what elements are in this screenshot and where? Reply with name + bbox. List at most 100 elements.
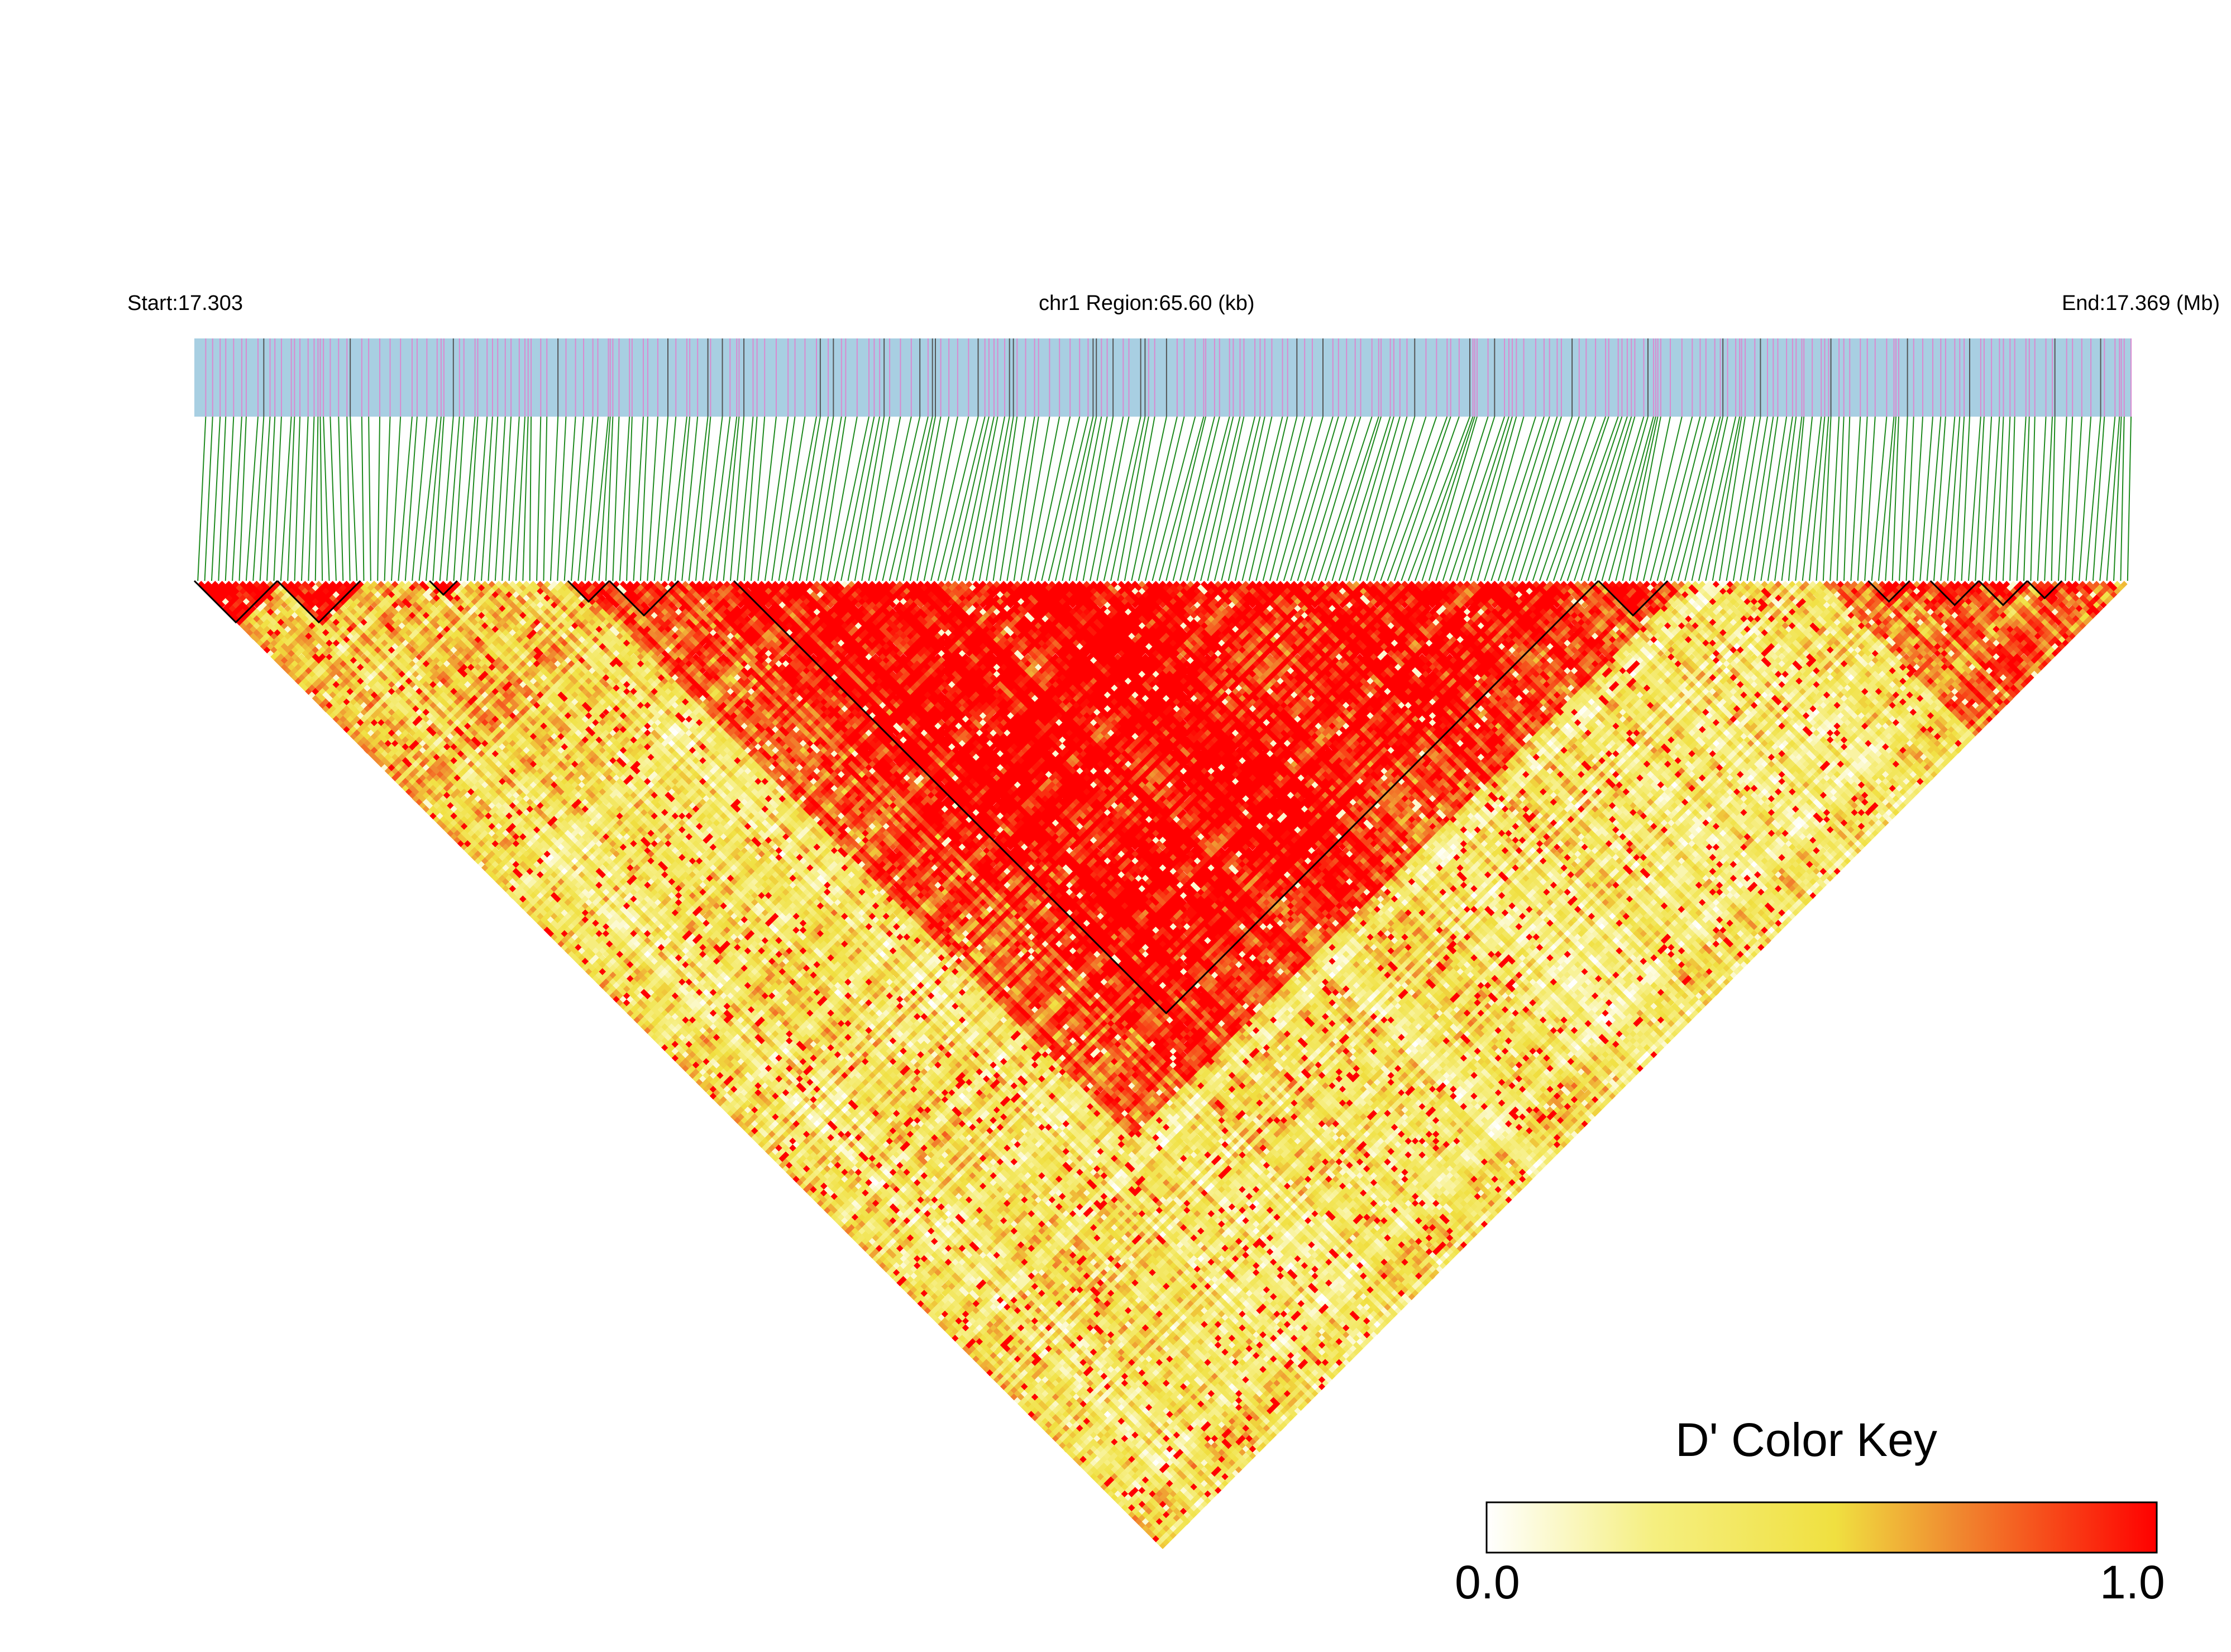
snp-connector bbox=[1767, 416, 1793, 581]
snp-connector bbox=[1103, 416, 1141, 581]
snp-connector bbox=[577, 416, 594, 581]
snp-connector bbox=[1850, 416, 1861, 581]
snp-connector bbox=[1456, 416, 1509, 581]
snp-connector bbox=[1622, 416, 1659, 581]
snp-connector bbox=[1401, 416, 1460, 581]
snp-connector bbox=[1048, 416, 1089, 581]
snp-connector bbox=[1172, 416, 1215, 581]
snp-connector bbox=[1573, 416, 1628, 581]
snp-connector bbox=[1919, 416, 1933, 581]
snp-connector bbox=[1477, 416, 1525, 581]
snp-connector bbox=[1843, 416, 1851, 581]
snp-connector bbox=[1089, 416, 1124, 581]
snp-connector bbox=[1546, 416, 1606, 581]
snp-connector bbox=[1152, 416, 1196, 581]
snp-connector bbox=[1967, 416, 1981, 581]
heatmap-cell-group bbox=[343, 584, 1931, 1501]
snp-connector bbox=[1235, 416, 1273, 581]
snp-connector bbox=[1359, 416, 1408, 581]
snp-connector bbox=[432, 416, 445, 581]
snp-connector bbox=[888, 416, 929, 581]
color-key-min-label: 0.0 bbox=[1455, 1556, 1520, 1608]
snp-connector bbox=[1753, 416, 1779, 581]
snp-connector bbox=[1836, 416, 1845, 581]
snp-connector bbox=[1248, 416, 1288, 581]
snp-connector bbox=[1539, 416, 1597, 581]
snp-connector bbox=[1082, 416, 1114, 581]
snp-connector bbox=[287, 416, 295, 581]
snp-connector bbox=[1608, 416, 1654, 581]
snp-connector bbox=[619, 416, 630, 581]
snp-connector bbox=[404, 416, 418, 581]
snp-connector bbox=[1601, 416, 1649, 581]
snp-connector bbox=[1788, 416, 1805, 581]
ld-block-outline bbox=[2027, 580, 2063, 600]
snp-connector bbox=[681, 416, 699, 581]
color-key-bar bbox=[1485, 1501, 2158, 1554]
snp-connector bbox=[238, 416, 247, 581]
snp-connector bbox=[218, 416, 227, 581]
heatmap-cells bbox=[198, 581, 2128, 1549]
snp-connector bbox=[398, 416, 413, 581]
snp-connector bbox=[861, 416, 891, 581]
snp-connector bbox=[273, 416, 282, 581]
snp-connector bbox=[1636, 416, 1671, 581]
snp-connector bbox=[806, 416, 834, 581]
snp-connector bbox=[716, 416, 738, 581]
snp-connector bbox=[986, 416, 1014, 581]
region-start-label: Start:17.303 bbox=[127, 292, 243, 315]
snp-connector bbox=[1325, 416, 1379, 581]
snp-connector bbox=[1490, 416, 1545, 581]
snp-connector bbox=[2120, 416, 2125, 581]
snp-connector bbox=[626, 416, 633, 581]
snp-connector bbox=[294, 416, 301, 581]
snp-connector bbox=[557, 416, 567, 581]
snp-connector bbox=[1760, 416, 1788, 581]
snp-connector bbox=[944, 416, 986, 581]
snp-connector bbox=[412, 416, 428, 581]
snp-connector bbox=[2092, 416, 2105, 581]
snp-connector bbox=[252, 416, 265, 581]
color-key-title: D' Color Key bbox=[1675, 1414, 1937, 1466]
snp-connector bbox=[1878, 416, 1895, 581]
snp-connector bbox=[2079, 416, 2092, 581]
snp-connector bbox=[1712, 416, 1742, 581]
snp-connector bbox=[778, 416, 806, 581]
snp-connector bbox=[1131, 416, 1167, 581]
snp-connector bbox=[1885, 416, 1897, 581]
snp-connector bbox=[1297, 416, 1348, 581]
snp-connector bbox=[1290, 416, 1339, 581]
snp-connector bbox=[446, 416, 460, 581]
snp-marker-group bbox=[205, 338, 2132, 417]
snp-connector bbox=[1221, 416, 1261, 581]
snp-connector bbox=[799, 416, 829, 581]
snp-connector bbox=[584, 416, 599, 581]
snp-connector bbox=[965, 416, 999, 581]
snp-connector bbox=[882, 416, 921, 581]
snp-connector bbox=[1587, 416, 1636, 581]
snp-connector bbox=[1366, 416, 1416, 581]
snp-connector bbox=[377, 416, 381, 581]
snp-connector bbox=[563, 416, 576, 581]
snp-connector bbox=[598, 416, 611, 581]
snp-connector bbox=[1891, 416, 1899, 581]
ld-block-outline bbox=[1978, 580, 2028, 607]
snp-connector bbox=[875, 416, 912, 581]
snp-connector bbox=[488, 416, 499, 581]
snp-connector bbox=[1124, 416, 1155, 581]
snp-connector bbox=[1076, 416, 1108, 581]
snp-connector bbox=[460, 416, 476, 581]
snp-connector bbox=[751, 416, 766, 581]
snp-connector bbox=[1186, 416, 1230, 581]
snp-connector bbox=[1200, 416, 1241, 581]
snp-connector bbox=[1809, 416, 1826, 581]
snp-connector bbox=[1926, 416, 1942, 581]
snp-connector bbox=[847, 416, 881, 581]
snp-connector bbox=[896, 416, 933, 581]
snp-connector bbox=[211, 416, 221, 581]
snp-connector bbox=[1421, 416, 1475, 581]
snp-connector bbox=[902, 416, 936, 581]
snp-connector bbox=[2016, 416, 2027, 581]
snp-connector bbox=[840, 416, 875, 581]
snp-connector bbox=[1912, 416, 1923, 581]
